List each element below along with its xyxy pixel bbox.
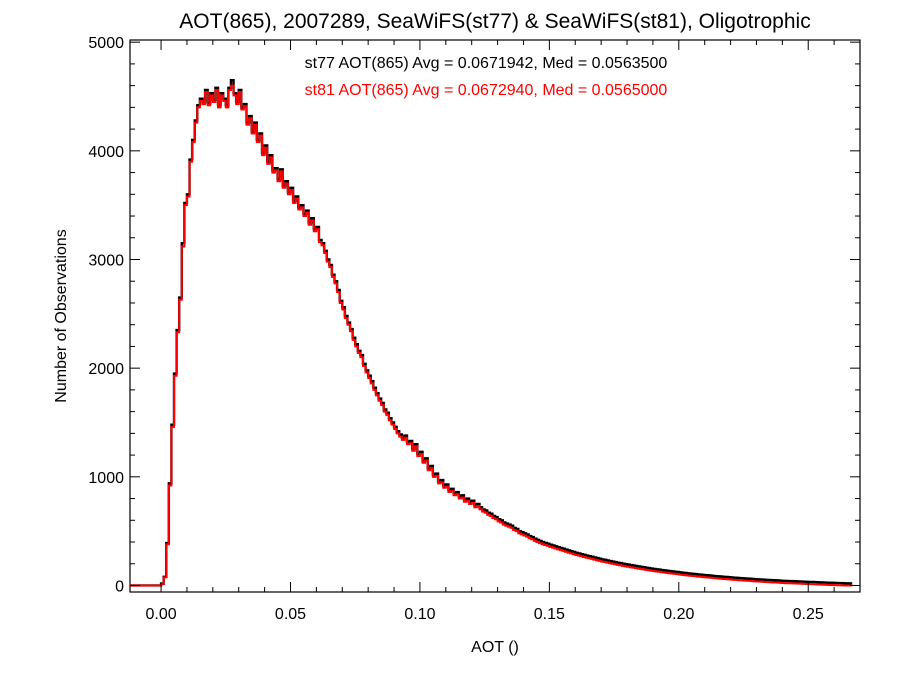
series-st81-step-line (130, 84, 853, 587)
y-tick-label: 3000 (88, 252, 124, 269)
x-axis-label: AOT () (471, 639, 519, 656)
annotation-st77: st77 AOT(865) Avg = 0.0671942, Med = 0.0… (305, 55, 668, 72)
y-tick-label: 4000 (88, 144, 124, 161)
plot-frame (129, 39, 861, 593)
series-layer (130, 79, 853, 587)
x-tick-label: 0.10 (404, 606, 435, 623)
tick-layer: 0.00 0.05 0.10 0.15 0.20 0.25 0 1000 2000 3000 400… (88, 35, 860, 623)
y-tick-label: 2000 (88, 361, 124, 378)
y-tick-label: 0 (115, 578, 124, 595)
x-tick-label: 0.20 (663, 606, 694, 623)
chart-title: AOT(865), 2007289, SeaWiFS(st77) & SeaWi… (179, 10, 810, 33)
y-tick-label: 1000 (88, 470, 124, 487)
x-tick-label: 0.15 (534, 606, 565, 623)
y-tick-label: 5000 (88, 35, 124, 52)
x-tick-label: 0.00 (145, 606, 176, 623)
x-tick-label: 0.05 (275, 606, 306, 623)
x-tick-label: 0.25 (793, 606, 824, 623)
y-axis-label: Number of Observations (53, 229, 70, 402)
series-st77-step-line (130, 79, 853, 587)
annotation-st81: st81 AOT(865) Avg = 0.0672940, Med = 0.0… (305, 82, 668, 99)
